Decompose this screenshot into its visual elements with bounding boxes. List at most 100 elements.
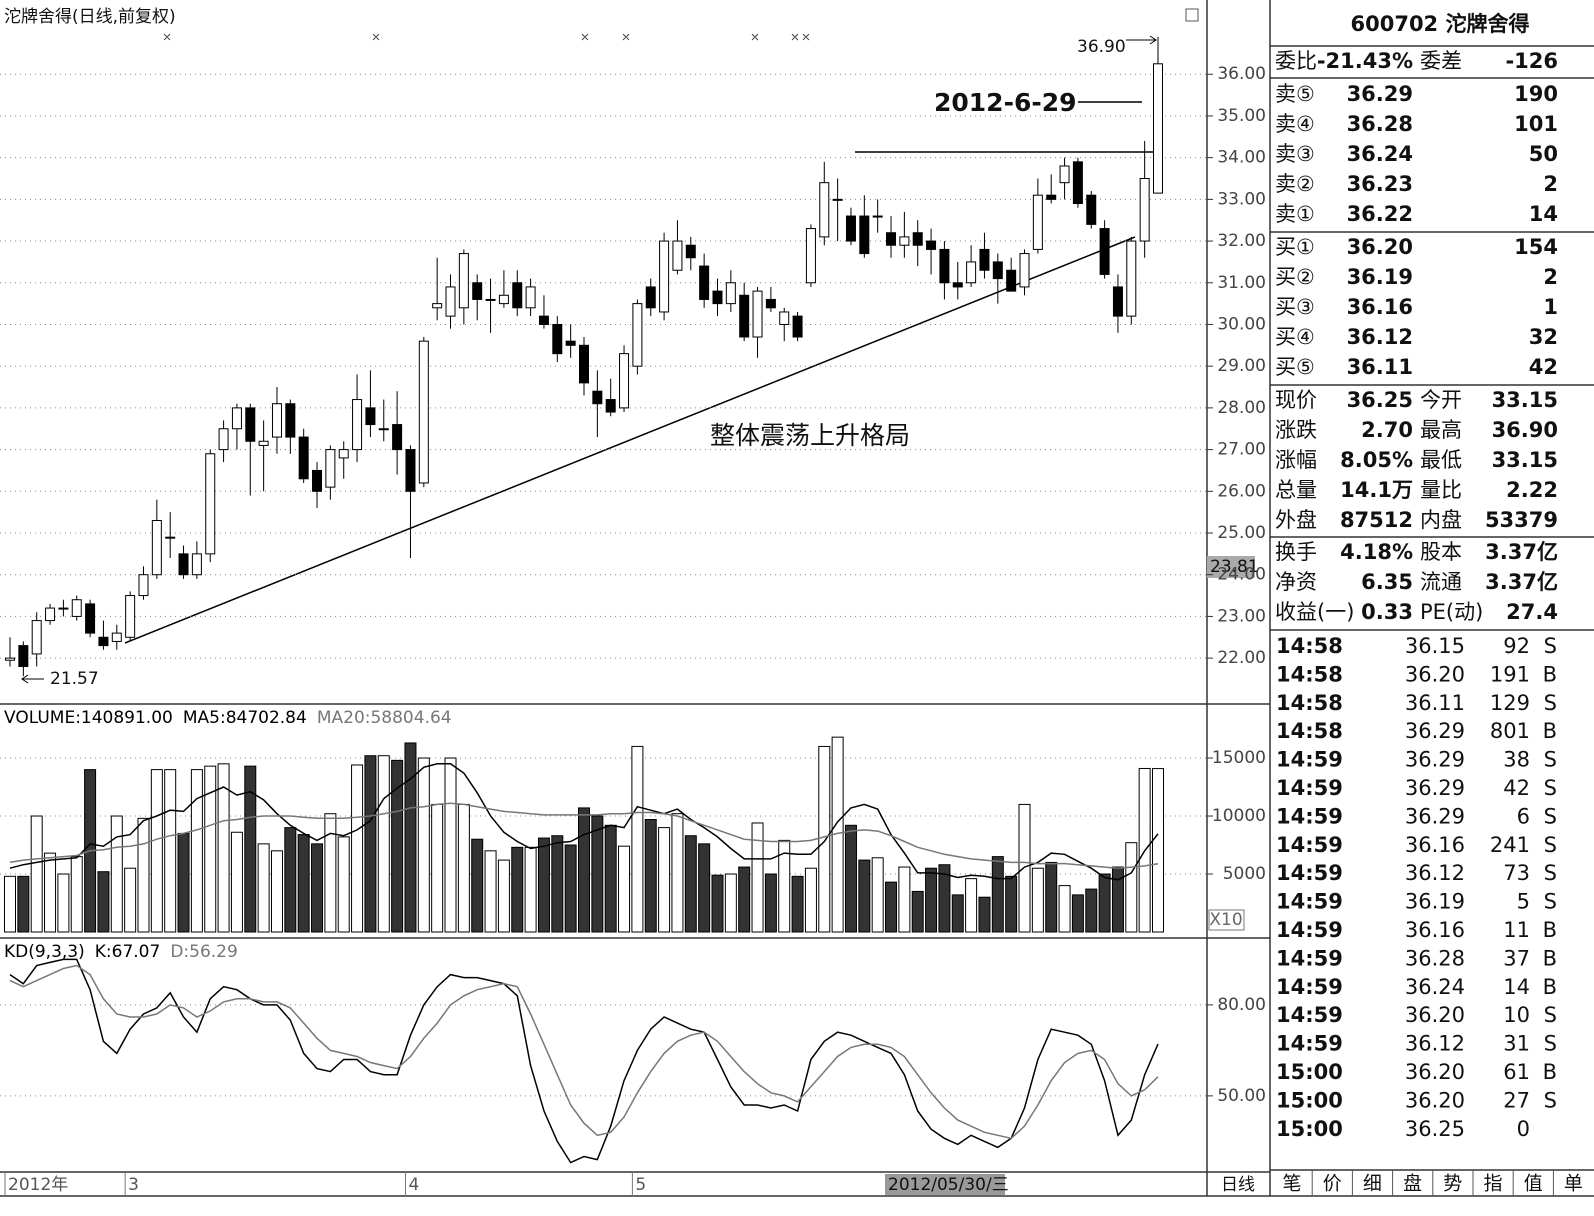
candle-body: [445, 286, 456, 317]
volume-bar: [818, 745, 831, 933]
candle-body: [819, 182, 830, 238]
volume-bar: [858, 859, 871, 933]
candle-body: [979, 248, 990, 271]
volume-bar: [311, 843, 324, 933]
field-value: 27.4: [1506, 600, 1558, 624]
x-tick-label: 3: [128, 1175, 139, 1195]
panel-tab[interactable]: 值: [1524, 1173, 1543, 1195]
volume-bar: [764, 873, 777, 933]
field-value: 8.05%: [1340, 448, 1413, 472]
x-tick-label: 2012年: [8, 1175, 68, 1195]
candle-body: [485, 298, 496, 301]
candle-body: [739, 294, 750, 338]
candle-body: [418, 340, 429, 484]
window-icon[interactable]: [1185, 8, 1199, 22]
candle-body: [512, 282, 523, 309]
trade-side: B: [1543, 662, 1557, 686]
volume-bar: [190, 769, 203, 933]
candle-body: [392, 424, 403, 451]
kd-line: [9, 964, 1159, 1140]
candle-body: [632, 303, 643, 367]
volume-bar: [1031, 867, 1044, 933]
candle-body: [685, 244, 696, 259]
trade-volume: 241: [1490, 833, 1530, 857]
book-price: 36.29: [1347, 82, 1413, 106]
panel-tab[interactable]: 盘: [1403, 1173, 1422, 1195]
candle-body: [1139, 178, 1150, 242]
candle-body: [1112, 286, 1123, 317]
candle-body: [285, 403, 296, 438]
volume-bar: [417, 757, 430, 933]
candle-body: [779, 311, 790, 325]
candle-body: [939, 248, 950, 284]
volume-bar: [871, 857, 884, 933]
candle-body: [1059, 165, 1070, 184]
candle-body: [191, 553, 202, 576]
kd-line: [9, 958, 1159, 1164]
y-tick-label: 33.00: [1217, 189, 1266, 209]
volume-bar: [551, 835, 564, 933]
candle-body: [125, 595, 136, 638]
trade-price: 36.20: [1405, 1060, 1465, 1084]
volume-bar: [778, 839, 791, 933]
trade-volume: 14: [1503, 975, 1530, 999]
high-label: 36.90: [1077, 37, 1126, 57]
panel-tab[interactable]: 笔: [1282, 1173, 1301, 1195]
y-tick-label: 10000: [1212, 806, 1266, 826]
volume-bar: [738, 866, 751, 933]
panel-tab[interactable]: 价: [1323, 1173, 1342, 1195]
volume-bar: [404, 742, 417, 933]
candle-body: [258, 440, 269, 446]
volume-bar: [44, 852, 57, 933]
book-price: 36.16: [1347, 295, 1413, 319]
panel-tab[interactable]: 细: [1363, 1173, 1382, 1195]
volume-bar: [938, 864, 951, 933]
trade-side: B: [1543, 1060, 1557, 1084]
candle-body: [752, 290, 763, 338]
volume-bar: [951, 894, 964, 933]
field-label: 委比: [1275, 49, 1317, 73]
panel-tab[interactable]: 势: [1443, 1173, 1462, 1195]
candle-body: [325, 449, 336, 488]
book-volume: 42: [1529, 355, 1558, 379]
volume-unit: X10: [1209, 910, 1242, 930]
panel-tab[interactable]: 单: [1564, 1173, 1583, 1195]
volume-bar: [711, 874, 724, 933]
trade-time: 14:59: [1276, 1032, 1343, 1056]
trade-side: S: [1544, 691, 1557, 715]
trade-volume: 6: [1517, 804, 1530, 828]
volume-bar: [671, 813, 684, 933]
field-label: 今开: [1420, 388, 1462, 412]
candle-body: [1046, 194, 1057, 200]
book-volume: 14: [1529, 202, 1558, 226]
field-label: 内盘: [1420, 508, 1462, 532]
trade-time: 15:00: [1276, 1060, 1343, 1084]
candle-body: [45, 607, 56, 622]
volume-bar: [844, 824, 857, 933]
trade-side: B: [1543, 975, 1557, 999]
period-label[interactable]: 日线: [1221, 1175, 1255, 1195]
field-label: 换手: [1275, 540, 1317, 564]
book-volume: 1: [1543, 295, 1558, 319]
trade-volume: 61: [1503, 1060, 1530, 1084]
book-level: 卖①: [1275, 202, 1315, 226]
candle-body: [565, 340, 576, 346]
trade-side: S: [1544, 833, 1557, 857]
candle-body: [619, 353, 630, 409]
y-tick-label: 35.00: [1217, 106, 1266, 126]
low-label: 21.57: [50, 669, 99, 689]
candle-body: [592, 390, 603, 405]
volume-bar: [1098, 873, 1111, 933]
candle-body: [672, 240, 683, 271]
x-tick-label: 4: [408, 1175, 419, 1195]
panel-tab[interactable]: 指: [1483, 1173, 1502, 1195]
trade-time: 14:59: [1276, 1003, 1343, 1027]
trade-side: S: [1544, 890, 1557, 914]
trade-price: 36.20: [1405, 1003, 1465, 1027]
volume-bar: [337, 836, 350, 933]
candle-body: [725, 282, 736, 305]
book-price: 36.19: [1347, 265, 1413, 289]
trend-line: [124, 236, 1136, 644]
